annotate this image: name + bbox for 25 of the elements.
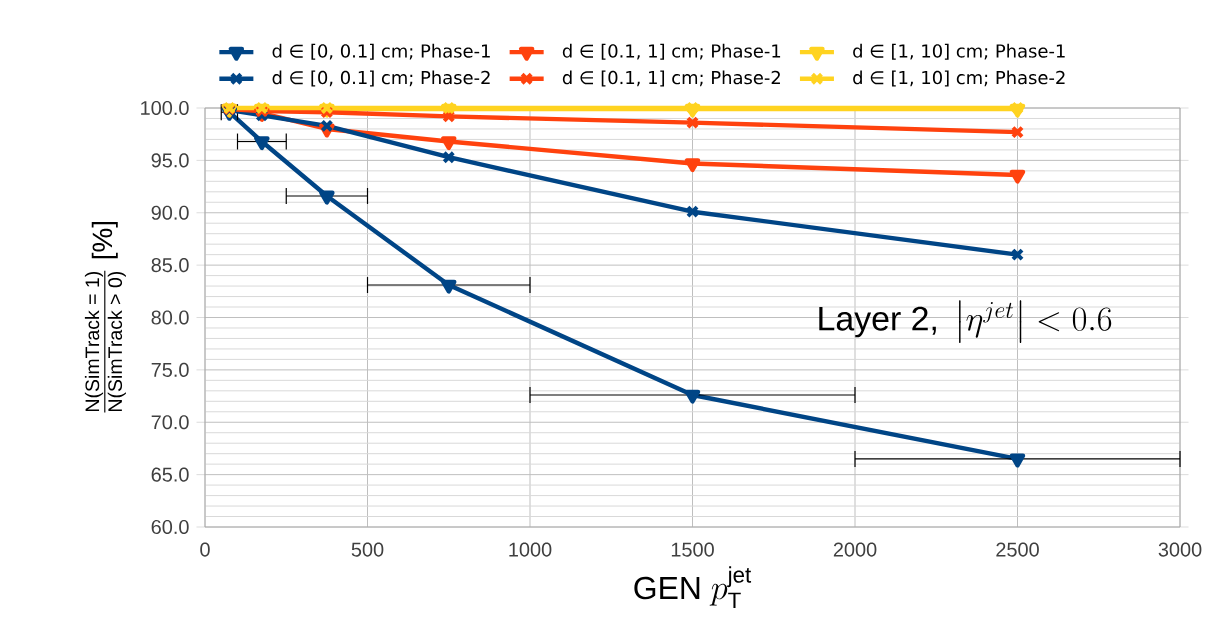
annotation: $\text{Layer 2, }\left|\eta^{jet}\right| < 0.6$ [819, 300, 1112, 344]
y-tick-label: 100.0 [141, 100, 189, 116]
x-tick-label: 1500 [671, 542, 714, 557]
x-tick-label: 2000 [833, 542, 877, 557]
y-tick-label: 70.0 [151, 415, 189, 430]
y-axis-title: $\frac{\text{N(SimTrack = 1)}}{\text{N(SimTrack > 0)}}\;\text{[\%]}$ [84, 222, 126, 413]
y-tick-label: 75.0 [151, 362, 189, 377]
y-tick-label: 90.0 [151, 205, 189, 220]
y-tick-label: 95.0 [151, 153, 189, 168]
legend-label: d ∈ [0, 0.1] cm; Phase-1 [272, 43, 490, 60]
y-tick-label: 60.0 [151, 519, 189, 535]
x-tick-label: 3000 [1158, 542, 1202, 557]
x-axis-title: $\text{GEN } p_{\mathrm{T}}^{\mathrm{jet}}$ [634, 566, 752, 608]
legend-label: d ∈ [1, 10] cm; Phase-1 [853, 43, 1065, 60]
x-tick-label: 0 [200, 542, 210, 557]
legend-label: d ∈ [0.1, 1] cm; Phase-1 [562, 43, 781, 60]
legend-label: d ∈ [0, 0.1] cm; Phase-2 [272, 70, 490, 87]
y-tick-label: 85.0 [151, 258, 189, 273]
y-tick-label: 80.0 [151, 310, 189, 325]
x-tick-label: 1000 [509, 542, 552, 557]
legend-label: d ∈ [1, 10] cm; Phase-2 [853, 70, 1065, 87]
x-tick-label: 500 [351, 542, 384, 557]
y-tick-label: 65.0 [151, 467, 189, 482]
x-tick-label: 2500 [996, 542, 1039, 557]
legend-label: d ∈ [0.1, 1] cm; Phase-2 [562, 70, 780, 87]
